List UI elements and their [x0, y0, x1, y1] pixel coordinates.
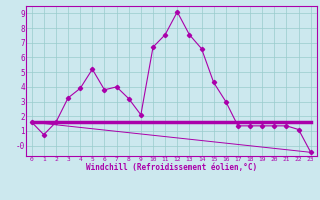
X-axis label: Windchill (Refroidissement éolien,°C): Windchill (Refroidissement éolien,°C) [86, 163, 257, 172]
